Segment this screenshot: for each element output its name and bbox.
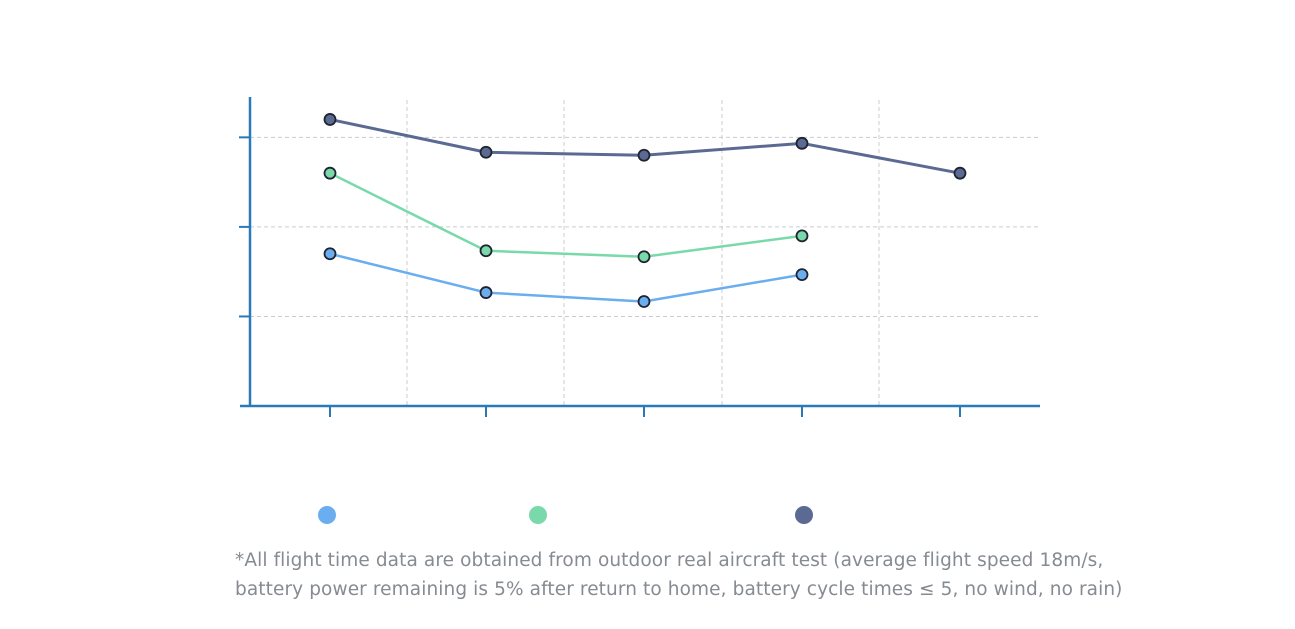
legend-item-series-1 — [318, 506, 336, 524]
series-line-1 — [328, 252, 804, 303]
flight-time-chart — [239, 97, 1040, 417]
legend-marker-series-2 — [529, 506, 547, 524]
series-3-point — [953, 166, 967, 180]
series-1-point — [795, 268, 809, 282]
series-2-point — [795, 229, 809, 243]
chart-axes — [239, 97, 1040, 417]
footnote-line-1: *All flight time data are obtained from … — [235, 550, 1104, 571]
footnote: *All flight time data are obtained from … — [235, 546, 1235, 604]
series-2-point — [323, 166, 337, 180]
series-1-point — [637, 295, 651, 308]
legend-item-series-3 — [795, 506, 813, 524]
legend-marker-series-3 — [795, 506, 813, 524]
series-1-point — [323, 247, 337, 261]
series-2-point — [479, 244, 493, 258]
legend-marker-series-1 — [318, 506, 336, 524]
footnote-line-2: battery power remaining is 5% after retu… — [235, 579, 1123, 600]
series-3-point — [795, 136, 809, 150]
series-line-2 — [328, 171, 804, 258]
chart-series — [323, 113, 967, 308]
series-3-point — [637, 148, 651, 162]
legend-item-series-2 — [529, 506, 547, 524]
series-3-point — [323, 113, 337, 126]
grid-lines — [250, 100, 1040, 406]
series-1-point — [479, 286, 493, 299]
series-2-point — [637, 250, 651, 264]
series-line-3 — [328, 117, 962, 175]
series-3-point — [479, 145, 493, 159]
